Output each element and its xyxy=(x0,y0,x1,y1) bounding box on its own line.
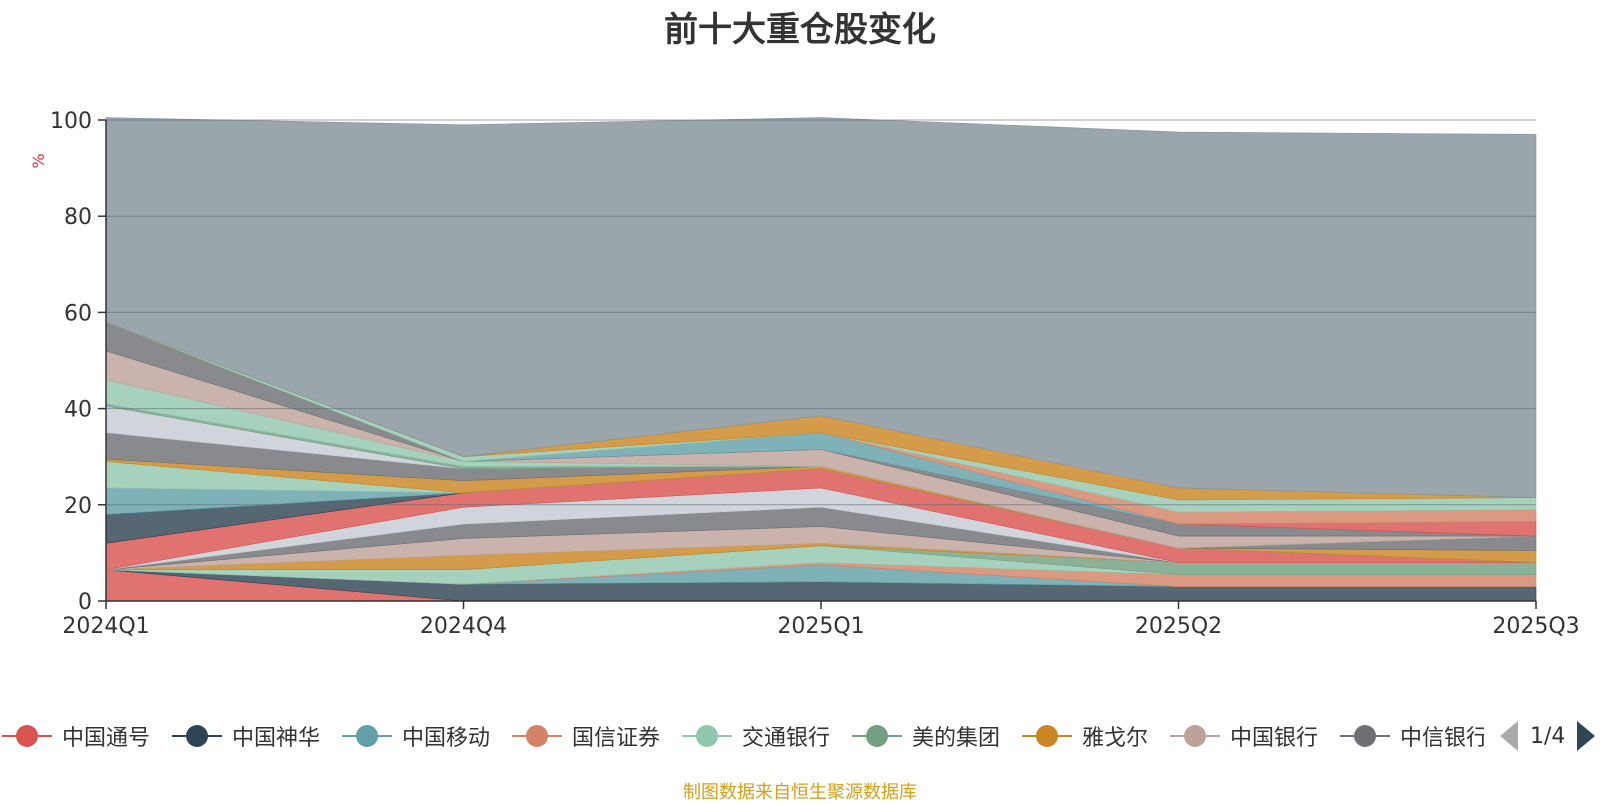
legend-item[interactable]: 中国移动 xyxy=(342,710,490,762)
y-tick-label: 0 xyxy=(78,590,92,615)
legend-label: 中国银行 xyxy=(1230,726,1319,751)
legend-marker-icon xyxy=(172,725,222,747)
legend-marker-icon xyxy=(1170,725,1220,747)
legend-label: 中国神华 xyxy=(232,726,321,751)
grid-lines xyxy=(106,119,1536,506)
axes: 0 20 40 60 80 100 2024Q1 2024Q4 2025Q1 2025Q2 2025… xyxy=(50,109,1580,639)
legend-label: 中国通号 xyxy=(62,726,151,751)
legend-marker-icon xyxy=(2,725,52,747)
legend-item[interactable]: 中国神华 xyxy=(172,710,320,762)
legend-item[interactable]: 交通银行 xyxy=(682,710,830,762)
chart-title: 前十大重仓股变化 xyxy=(664,10,936,50)
x-tick-label: 2024Q4 xyxy=(420,614,507,639)
legend-label: 美的集团 xyxy=(912,726,1001,751)
stacked-area-series xyxy=(105,117,1537,602)
legend-item[interactable]: 美的集团 xyxy=(852,710,1000,762)
legend-marker-icon xyxy=(852,725,902,747)
legend-prev-page-icon[interactable] xyxy=(1500,721,1518,751)
legend-items: 中国通号中国神华中国移动国信证券交通银行美的集团雅戈尔中国银行中信银行工商银行 xyxy=(0,710,1484,762)
source-note: 制图数据来自恒生聚源数据库 xyxy=(683,782,917,803)
legend-pager: 1/4 xyxy=(1500,710,1596,762)
legend-next-page-icon[interactable] xyxy=(1577,721,1596,751)
legend-item[interactable]: 中国通号 xyxy=(2,710,150,762)
legend: 中国通号中国神华中国移动国信证券交通银行美的集团雅戈尔中国银行中信银行工商银行 … xyxy=(0,710,1600,762)
x-tick-label: 2025Q3 xyxy=(1492,614,1579,639)
legend-item[interactable]: 中国银行 xyxy=(1170,710,1318,762)
y-tick-label: 40 xyxy=(64,398,92,423)
legend-item[interactable]: 中信银行 xyxy=(1340,710,1484,762)
x-tick-label: 2025Q1 xyxy=(777,614,864,639)
y-tick-label: 20 xyxy=(64,494,92,519)
legend-marker-icon xyxy=(1022,725,1072,747)
legend-marker-icon xyxy=(682,725,732,747)
legend-marker-icon xyxy=(512,725,562,747)
x-tick-label: 2025Q2 xyxy=(1135,614,1222,639)
legend-label: 国信证券 xyxy=(572,726,661,751)
legend-label: 中信银行 xyxy=(1400,726,1484,751)
y-tick-label: 100 xyxy=(50,109,92,134)
legend-marker-icon xyxy=(1340,725,1390,747)
y-axis-label: % xyxy=(29,153,48,168)
legend-label: 中国移动 xyxy=(402,726,491,751)
x-tick-label: 2024Q1 xyxy=(62,614,149,639)
y-tick-label: 80 xyxy=(64,205,92,230)
legend-marker-icon xyxy=(342,725,392,747)
legend-item[interactable]: 国信证券 xyxy=(512,710,660,762)
legend-label: 雅戈尔 xyxy=(1082,726,1149,751)
y-tick-label: 60 xyxy=(64,301,92,326)
legend-page-indicator: 1/4 xyxy=(1530,723,1566,749)
legend-item[interactable]: 雅戈尔 xyxy=(1022,710,1148,762)
legend-label: 交通银行 xyxy=(742,726,831,751)
